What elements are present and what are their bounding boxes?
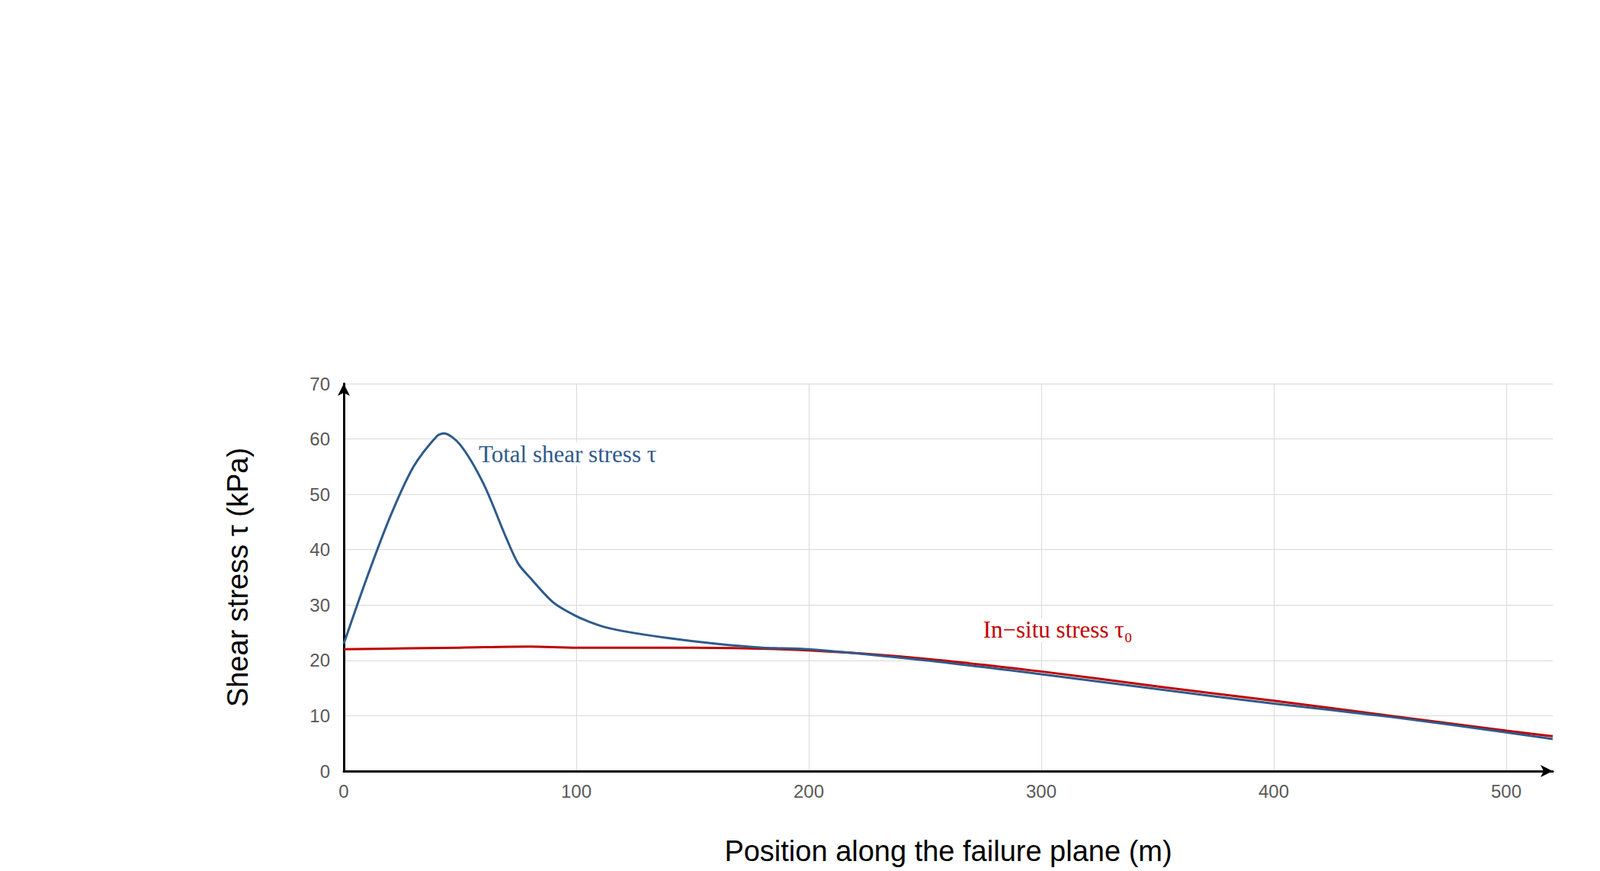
svg-text:0: 0 <box>338 780 349 802</box>
svg-text:20: 20 <box>309 649 331 671</box>
svg-text:40: 40 <box>309 538 331 560</box>
svg-text:In−situ stress τ₀: In−situ stress τ₀ <box>983 615 1133 643</box>
svg-text:10: 10 <box>309 705 331 726</box>
svg-text:70: 70 <box>309 373 331 395</box>
svg-text:Total shear stress τ: Total shear stress τ <box>478 440 657 468</box>
svg-text:500: 500 <box>1490 780 1522 802</box>
svg-text:60: 60 <box>309 428 331 449</box>
svg-text:Shear stress τ (kPa): Shear stress τ (kPa) <box>221 447 254 707</box>
svg-text:Position along the failure pla: Position along the failure plane (m) <box>724 834 1172 867</box>
svg-text:400: 400 <box>1258 780 1289 802</box>
svg-text:0: 0 <box>320 760 331 782</box>
svg-text:200: 200 <box>793 780 825 802</box>
svg-text:100: 100 <box>561 780 592 802</box>
svg-text:50: 50 <box>309 484 331 505</box>
svg-text:30: 30 <box>309 594 331 616</box>
svg-text:300: 300 <box>1026 780 1057 802</box>
